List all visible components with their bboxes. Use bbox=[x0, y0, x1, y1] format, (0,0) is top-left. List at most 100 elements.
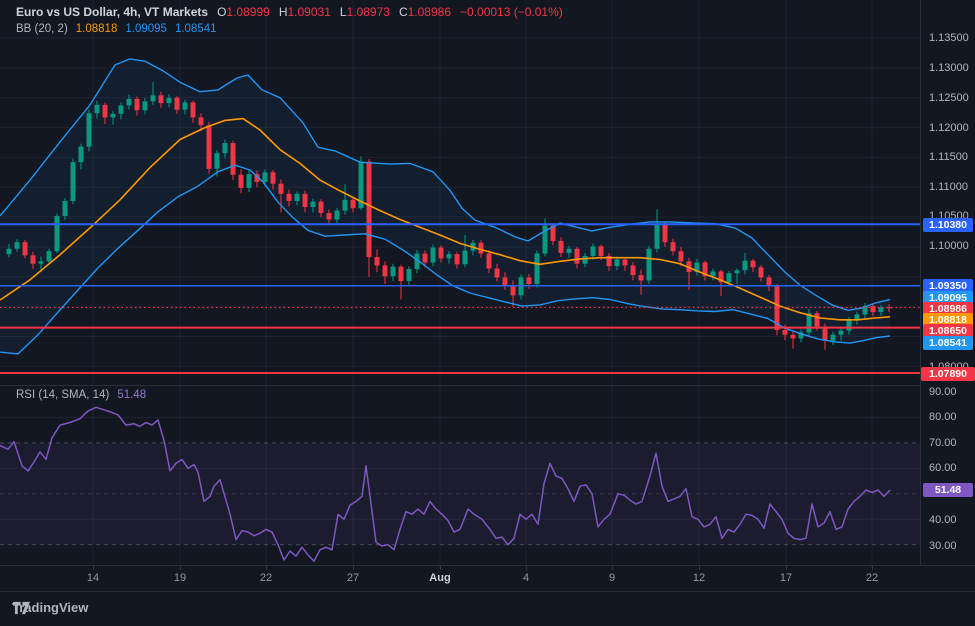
rsi-axis-label: 70.00 bbox=[929, 437, 957, 449]
candle-body bbox=[86, 113, 92, 147]
candle-body bbox=[830, 334, 836, 341]
candle-body bbox=[486, 253, 492, 269]
rsi-legend-row[interactable]: RSI (14, SMA, 14) 51.48 bbox=[16, 389, 146, 401]
time-axis-label: 27 bbox=[346, 572, 360, 584]
candle-body bbox=[758, 267, 764, 278]
pane-separator-handle[interactable] bbox=[0, 385, 975, 386]
tradingview-logo[interactable]: TradingView bbox=[12, 600, 88, 615]
bb-indicator-title[interactable]: BB (20, 2) bbox=[16, 23, 68, 35]
candle-body bbox=[646, 248, 652, 281]
price-axis-label: 1.10000 bbox=[929, 240, 969, 252]
candle-body bbox=[422, 253, 428, 263]
candle-body bbox=[374, 257, 380, 266]
open-value: 1.08999 bbox=[226, 5, 270, 19]
candle-body bbox=[94, 104, 100, 114]
candle-body bbox=[510, 285, 516, 296]
candle-body bbox=[534, 253, 540, 285]
candle-body bbox=[38, 261, 44, 264]
time-axis-label: 19 bbox=[173, 572, 187, 584]
time-axis-label: 22 bbox=[259, 572, 273, 584]
time-axis-tick bbox=[699, 566, 700, 570]
candle-body bbox=[270, 172, 276, 184]
time-axis-label: 22 bbox=[865, 572, 879, 584]
candle-body bbox=[406, 269, 412, 282]
time-axis-tick bbox=[93, 566, 94, 570]
candle-body bbox=[878, 307, 884, 313]
candle-body bbox=[398, 266, 404, 282]
bollinger-fill bbox=[0, 58, 890, 354]
candle-body bbox=[430, 247, 436, 263]
candle-body bbox=[678, 251, 684, 262]
candle-body bbox=[622, 259, 628, 266]
candle-body bbox=[70, 162, 76, 202]
candle-body bbox=[22, 242, 28, 256]
bollinger-lower-line bbox=[0, 164, 891, 355]
candle-body bbox=[286, 193, 292, 202]
candle-body bbox=[142, 101, 148, 111]
price-axis-badge: 1.08818 bbox=[923, 313, 973, 327]
candle-body bbox=[774, 286, 780, 330]
candle-body bbox=[822, 326, 828, 341]
symbol-title[interactable]: Euro vs US Dollar, 4h, VT Markets bbox=[16, 5, 209, 19]
price-axis-badge: 1.08986 bbox=[923, 302, 973, 316]
candle-body bbox=[838, 330, 844, 335]
candle-body bbox=[238, 174, 244, 188]
rsi-indicator-title[interactable]: RSI (14, SMA, 14) bbox=[16, 389, 110, 401]
candle-body bbox=[118, 105, 124, 114]
candle-body bbox=[318, 201, 324, 213]
candle-body bbox=[542, 225, 548, 254]
time-axis-tick bbox=[353, 566, 354, 570]
candle-body bbox=[742, 260, 748, 271]
candle-body bbox=[302, 193, 308, 207]
candle-body bbox=[638, 275, 644, 281]
candle-body bbox=[662, 224, 668, 243]
price-axis-badge: 1.07890 bbox=[921, 367, 975, 381]
candle-body bbox=[726, 273, 732, 283]
candle-body bbox=[494, 268, 500, 278]
high-value: 1.09031 bbox=[287, 5, 331, 19]
change-value: −0.00013 (−0.01%) bbox=[460, 5, 563, 19]
candle-body bbox=[526, 277, 532, 285]
rsi-axis-label: 80.00 bbox=[929, 411, 957, 423]
tradingview-logo-text: TradingView bbox=[12, 600, 89, 615]
price-scale[interactable]: 1.13500 1.13000 1.12500 1.12000 1.11500 1.110… bbox=[920, 0, 975, 591]
price-axis-badge: 1.10380 bbox=[923, 218, 973, 232]
rsi-axis-label: 60.00 bbox=[929, 462, 957, 474]
candle-body bbox=[230, 143, 236, 175]
candle-body bbox=[886, 307, 892, 309]
candle-body bbox=[702, 262, 708, 277]
time-axis-label: Aug bbox=[429, 572, 451, 584]
chart-canvas[interactable] bbox=[0, 0, 920, 591]
time-axis-tick bbox=[440, 566, 441, 570]
candle-body bbox=[670, 242, 676, 252]
candle-body bbox=[342, 199, 348, 211]
candle-body bbox=[454, 254, 460, 265]
candle-body bbox=[566, 248, 572, 253]
candle-body bbox=[166, 97, 172, 104]
candle-body bbox=[798, 332, 804, 339]
open-label: O bbox=[217, 5, 227, 19]
candle-body bbox=[718, 271, 724, 283]
candle-body bbox=[6, 248, 12, 255]
symbol-legend-row[interactable]: Euro vs US Dollar, 4h, VT Markets O1.0899… bbox=[16, 4, 563, 20]
candle-body bbox=[358, 161, 364, 209]
price-axis-label: 1.12500 bbox=[929, 92, 969, 104]
rsi-axis-label: 30.00 bbox=[929, 540, 957, 552]
candle-body bbox=[606, 255, 612, 267]
bb-legend-row[interactable]: BB (20, 2) 1.08818 1.09095 1.08541 bbox=[16, 20, 563, 36]
bollinger-upper-line bbox=[0, 58, 891, 311]
candle-body bbox=[814, 313, 820, 327]
time-scale[interactable]: 14 19 22 27 Aug 4 9 12 17 22 bbox=[0, 565, 975, 592]
rsi-current-value: 51.48 bbox=[117, 389, 147, 401]
time-axis-tick bbox=[180, 566, 181, 570]
candle-body bbox=[366, 161, 372, 258]
rsi-axis-label: 40.00 bbox=[929, 514, 957, 526]
candle-body bbox=[246, 174, 252, 188]
candle-body bbox=[750, 260, 756, 268]
time-axis-tick bbox=[266, 566, 267, 570]
candle-body bbox=[694, 262, 700, 273]
price-axis-label: 1.12000 bbox=[929, 122, 969, 134]
candle-body bbox=[854, 314, 860, 321]
candle-body bbox=[30, 255, 36, 264]
bb-basis-value: 1.08818 bbox=[75, 23, 118, 35]
